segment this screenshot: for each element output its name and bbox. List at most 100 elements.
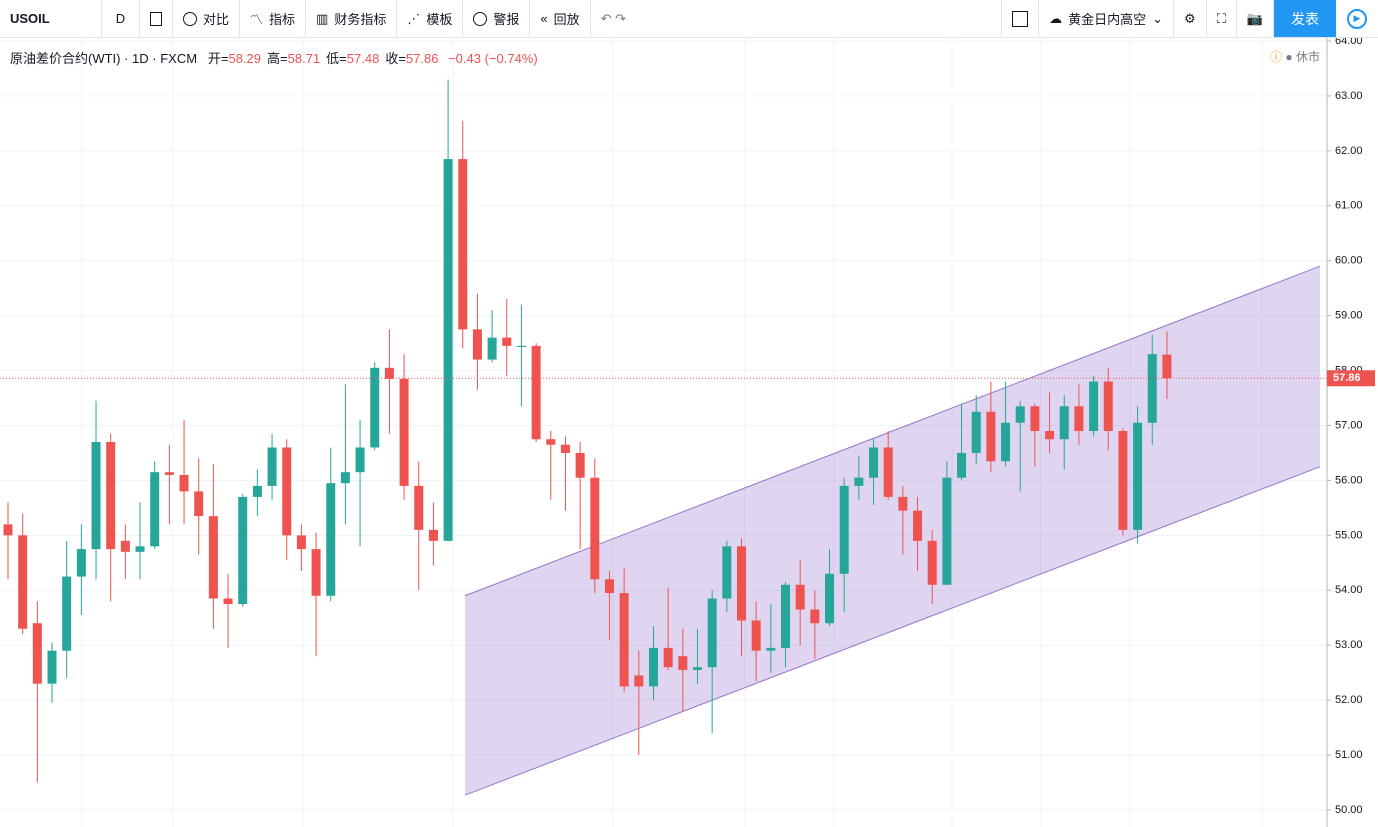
candle-body (648, 647, 658, 687)
y-tick-label: 59.00 (1335, 310, 1363, 322)
candle-body (707, 598, 717, 668)
candle-body (810, 609, 820, 624)
candle-body (282, 447, 292, 536)
candle-body (531, 345, 541, 440)
financials[interactable]: ▥ 财务指标 (306, 0, 398, 37)
candle-body (942, 477, 952, 585)
fullscreen[interactable]: ⛶ (1207, 0, 1237, 37)
candle-body (208, 516, 218, 599)
candle-body (267, 447, 277, 486)
candle-body (238, 496, 248, 605)
candle-body (619, 593, 629, 687)
play[interactable]: ▶ (1336, 8, 1378, 29)
replay[interactable]: «回放 (530, 0, 591, 37)
candle-body (913, 510, 923, 541)
candle-body (898, 496, 908, 511)
candle-body (781, 584, 791, 648)
ohlc-value: 57.86 (405, 51, 439, 66)
undo-redo[interactable]: ↶ ↷ (600, 10, 627, 26)
label: 警报 (493, 12, 520, 27)
market-status: ⓘ ● 休市 (1270, 50, 1320, 64)
y-tick-label: 57.00 (1335, 419, 1363, 431)
chart-style[interactable] (140, 0, 173, 37)
candle-body (825, 573, 835, 624)
candle-body (47, 650, 57, 684)
candle-body (604, 579, 614, 594)
candle-body (32, 623, 42, 684)
y-tick-label: 63.00 (1335, 90, 1363, 102)
interval[interactable]: D (102, 0, 140, 37)
candle-body (487, 337, 497, 360)
y-tick-label: 54.00 (1335, 584, 1363, 596)
candle-body (414, 485, 424, 530)
candle-body (458, 159, 468, 330)
last-price-label: 57.86 (1333, 372, 1361, 384)
candle-body (766, 647, 776, 651)
candle-body (164, 472, 174, 475)
templates[interactable]: ⋰ 模板 (397, 0, 464, 37)
candle-body (252, 485, 262, 497)
candle-body (1133, 422, 1143, 530)
fullscreen-box[interactable] (1001, 0, 1040, 37)
settings[interactable]: ⚙ (1174, 0, 1207, 37)
candle-body (296, 535, 306, 550)
ohlc-label: 收= (385, 51, 406, 66)
candle-body (370, 367, 380, 448)
channel-lower (464, 466, 1321, 796)
publish[interactable]: 发表 (1274, 0, 1336, 37)
candle-body (340, 472, 350, 484)
candle-body (1045, 430, 1055, 440)
candle-body (1030, 406, 1040, 431)
candle-body (1001, 422, 1011, 462)
y-tick-label: 61.00 (1335, 200, 1363, 212)
candle-body (106, 441, 116, 550)
toolbar: USOIL D 对比 〽指标 ▥ 财务指标 ⋰ 模板 警报 «回放 ↶ ↷ ☁ 黄金日… (0, 0, 1378, 38)
candle-body (869, 447, 879, 478)
layout[interactable]: ☁ 黄金日内高空 ⌄ (1039, 0, 1175, 37)
label: 财务指标 (334, 12, 387, 27)
candle-body (1074, 406, 1084, 431)
candle-body (120, 540, 130, 552)
chart: 50.00 51.00 52.00 53.00 54.00 55.00 56.00 57.00… (0, 38, 1375, 827)
last-price-tag (1327, 370, 1375, 387)
title: 原油差价合约(WTI) · 1D · FXCM (10, 51, 198, 66)
candle-body (135, 546, 145, 552)
y-tick-label: 62.00 (1335, 145, 1363, 157)
y-tick-label: 56.00 (1335, 474, 1363, 486)
label: 模板 (426, 12, 453, 27)
alert[interactable]: 警报 (463, 0, 531, 37)
candle-body (722, 546, 732, 599)
indicators[interactable]: 〽指标 (240, 0, 307, 37)
ohlc-label: 高= (267, 51, 288, 66)
label: 对比 (203, 12, 230, 27)
candle-body (986, 411, 996, 462)
candle-body (91, 441, 101, 550)
label: 回放 (553, 12, 580, 27)
candle-body (311, 549, 321, 596)
candle-body (179, 474, 189, 492)
candle-body (678, 656, 688, 670)
candle-body (399, 378, 409, 486)
y-tick-label: 55.00 (1335, 529, 1363, 541)
compare[interactable]: 对比 (173, 0, 241, 37)
candle-body (737, 546, 746, 621)
candle-body (663, 647, 673, 668)
candle-body (927, 540, 937, 585)
snapshot[interactable]: 📷 (1237, 0, 1274, 37)
symbol[interactable]: USOIL (0, 0, 102, 37)
candle-body (590, 477, 600, 580)
legend: 原油差价合约(WTI) · 1D · FXCM 开=58.29 高=58.71 低=… (10, 48, 538, 67)
candle-body (326, 483, 336, 596)
candle-body (76, 549, 86, 577)
candle-body (3, 524, 13, 536)
change: −0.43 (−0.74%) (448, 51, 538, 66)
candle-body (355, 447, 365, 473)
candle-body (795, 584, 805, 610)
candle-body (751, 620, 761, 651)
candle-body (223, 598, 233, 605)
ohlc-value: 58.29 (228, 51, 262, 66)
candle-body (384, 367, 394, 379)
label: 黄金日内高空 (1068, 12, 1147, 27)
candle-body (883, 447, 893, 497)
